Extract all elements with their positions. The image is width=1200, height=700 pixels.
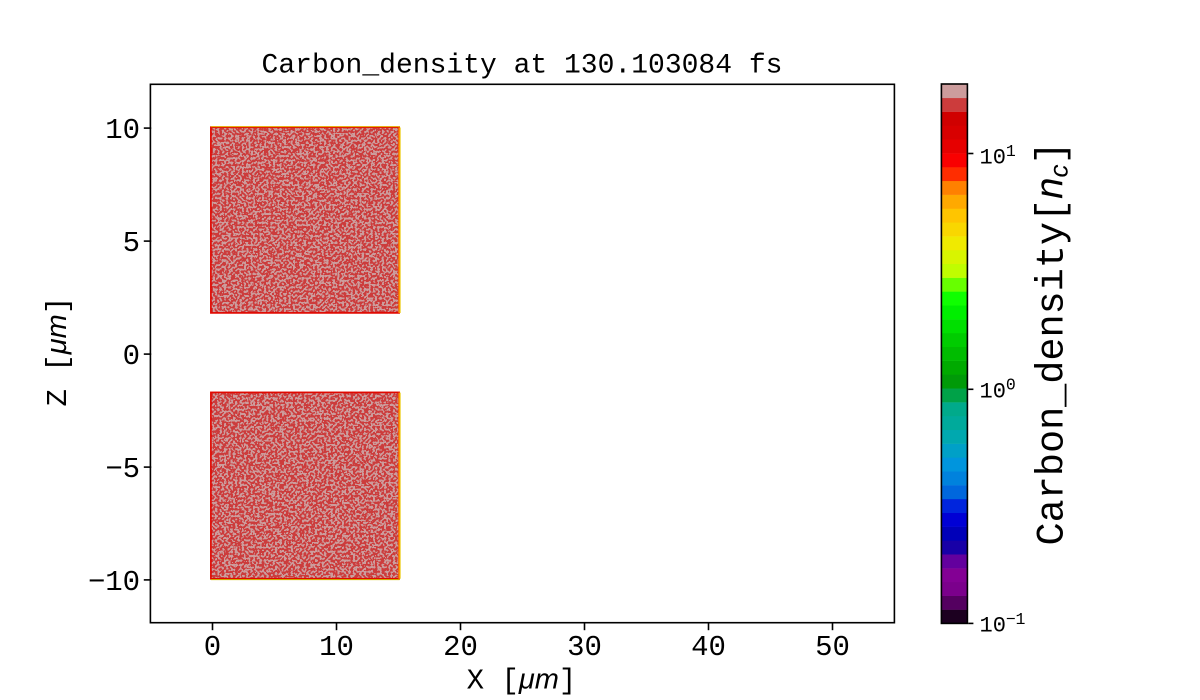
svg-text:−10: −10 bbox=[88, 565, 140, 599]
svg-text:50: 50 bbox=[815, 631, 850, 664]
svg-text:0: 0 bbox=[204, 631, 221, 664]
svg-text:Carbon_density at 130.103084 f: Carbon_density at 130.103084 fs bbox=[262, 51, 783, 82]
svg-text:20: 20 bbox=[443, 631, 478, 664]
svg-text:Carbon_density[nc]: Carbon_density[nc] bbox=[1028, 141, 1074, 545]
svg-text:30: 30 bbox=[567, 631, 602, 664]
svg-text:X [μm]: X [μm] bbox=[467, 664, 577, 698]
svg-text:10: 10 bbox=[105, 114, 140, 147]
svg-text:0: 0 bbox=[123, 340, 140, 373]
svg-text:10: 10 bbox=[319, 631, 354, 664]
svg-text:Z [μm]: Z [μm] bbox=[41, 297, 75, 407]
svg-text:5: 5 bbox=[123, 227, 140, 260]
svg-text:40: 40 bbox=[691, 631, 726, 664]
svg-text:−5: −5 bbox=[106, 452, 140, 486]
